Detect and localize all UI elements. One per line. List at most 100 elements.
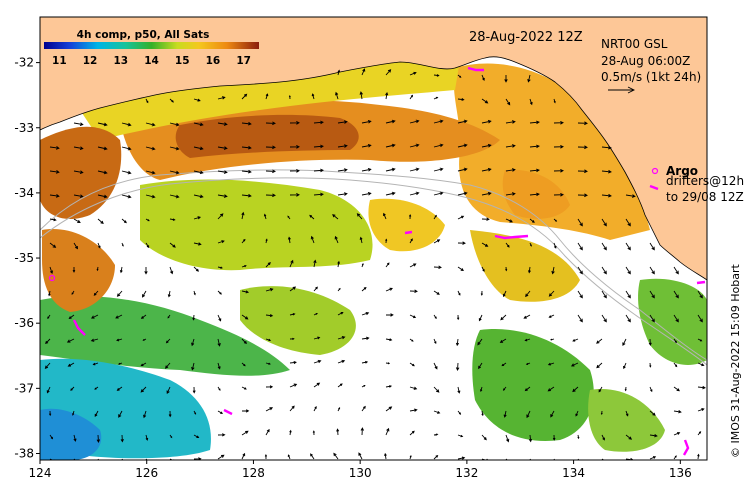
- current-arrow: [145, 242, 150, 249]
- current-arrow: [481, 410, 484, 417]
- current-arrow: [241, 169, 252, 174]
- current-arrow: [505, 192, 516, 196]
- current-arrow: [673, 410, 682, 414]
- current-arrow: [481, 434, 487, 441]
- current-arrow: [457, 434, 464, 438]
- current-arrow: [90, 314, 99, 319]
- current-arrow: [289, 383, 298, 388]
- current-arrow: [289, 259, 294, 268]
- current-arrow: [313, 259, 317, 268]
- current-arrow: [70, 386, 75, 391]
- drifter-track: [467, 66, 484, 72]
- current-arrow: [193, 122, 204, 127]
- current-arrow: [527, 266, 531, 274]
- current-arrow: [191, 362, 195, 371]
- current-arrow: [169, 194, 180, 199]
- current-arrow: [673, 266, 679, 275]
- current-arrow: [624, 386, 627, 392]
- current-arrow: [217, 170, 228, 174]
- current-arrow: [265, 385, 274, 389]
- current-arrow: [217, 146, 228, 150]
- current-arrow: [169, 434, 173, 439]
- sst-patch-yellow-center: [368, 198, 445, 252]
- current-arrow: [217, 362, 221, 370]
- current-arrow: [332, 214, 339, 220]
- current-arrow: [49, 170, 60, 174]
- current-arrow: [570, 362, 579, 367]
- current-arrow: [385, 143, 396, 148]
- current-arrow: [529, 168, 540, 173]
- current-arrow: [577, 266, 583, 275]
- current-arrow: [49, 146, 60, 150]
- current-arrow: [457, 97, 465, 101]
- current-arrow: [73, 170, 84, 175]
- current-arrow: [265, 121, 276, 126]
- current-arrow: [169, 170, 180, 175]
- current-arrow: [337, 311, 344, 316]
- current-arrow: [337, 287, 341, 292]
- current-arrow: [596, 362, 603, 369]
- current-arrow: [479, 386, 483, 392]
- current-arrow: [553, 218, 558, 222]
- current-arrow: [193, 98, 201, 102]
- current-arrow: [524, 338, 531, 342]
- current-arrow: [433, 214, 437, 220]
- current-arrow: [409, 167, 420, 172]
- current-arrow: [577, 121, 588, 126]
- bathymetry-contours: [40, 169, 707, 366]
- scale-arrow-icon: [608, 86, 636, 94]
- x-tick-label: 136: [669, 466, 692, 480]
- sst-patch-green-west: [40, 296, 290, 376]
- current-arrow: [433, 96, 439, 100]
- drifter-legend-label: drifters@12h: [666, 174, 744, 188]
- current-arrow: [527, 74, 531, 83]
- current-arrow: [97, 146, 108, 151]
- current-arrow: [241, 238, 246, 244]
- current-arrow: [553, 242, 557, 249]
- current-arrow: [309, 214, 315, 220]
- current-arrow: [68, 314, 75, 320]
- current-arrow: [547, 362, 555, 366]
- coastline: [40, 56, 707, 281]
- current-arrow: [120, 434, 124, 443]
- current-arrow: [385, 313, 394, 317]
- current-arrow: [433, 191, 444, 196]
- current-arrow: [481, 266, 485, 272]
- current-arrow: [193, 170, 204, 175]
- current-arrow: [649, 456, 657, 460]
- current-arrow: [457, 215, 465, 220]
- current-arrow: [649, 314, 655, 323]
- current-arrow: [121, 122, 132, 127]
- current-arrow: [457, 191, 468, 196]
- current-arrow: [265, 428, 270, 436]
- current-arrow: [478, 362, 483, 370]
- current-arrow: [241, 452, 246, 460]
- current-arrow: [433, 454, 439, 460]
- current-arrow: [49, 218, 57, 222]
- current-arrow: [265, 193, 276, 198]
- drifter-track: [223, 408, 233, 416]
- current-arrow: [697, 453, 700, 460]
- current-arrow: [550, 338, 555, 341]
- y-tick-label: -35: [14, 251, 34, 265]
- current-arrow: [457, 241, 466, 245]
- map-frame: [39, 16, 708, 461]
- current-arrow: [550, 410, 555, 418]
- drifter-track: [72, 319, 86, 336]
- current-arrow: [145, 194, 156, 199]
- current-arrow: [217, 290, 222, 295]
- current-arrow: [385, 362, 391, 365]
- current-arrow: [673, 362, 678, 368]
- current-arrow: [265, 169, 276, 174]
- date-label: 28-Aug-2022 12Z: [469, 30, 583, 45]
- current-arrow: [529, 98, 533, 106]
- current-arrow: [553, 144, 564, 149]
- current-arrow: [97, 170, 108, 175]
- current-arrow: [385, 406, 393, 412]
- current-arrow: [385, 167, 396, 172]
- current-arrow: [529, 242, 532, 247]
- current-arrow: [408, 214, 412, 220]
- current-arrow: [649, 242, 655, 251]
- current-arrow: [121, 218, 127, 224]
- current-arrow: [481, 217, 490, 221]
